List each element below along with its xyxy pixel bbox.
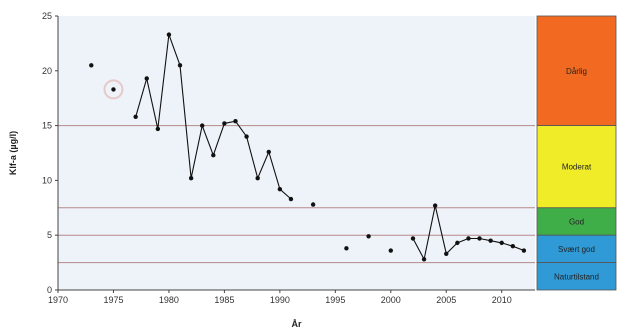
x-tick-label-7: 2005 — [436, 295, 456, 305]
data-point-3 — [166, 32, 172, 37]
y-tick-label-2: 10 — [42, 175, 52, 185]
y-tick-labels: 0 5 10 15 20 25 — [42, 11, 58, 295]
data-point-6 — [200, 123, 205, 128]
data-point-25 — [521, 248, 527, 253]
data-point-15 — [410, 236, 416, 241]
status-class-4 — [536, 262, 617, 291]
status-class-0 — [536, 15, 617, 126]
data-point-0 — [133, 114, 138, 120]
y-tick-label-4: 20 — [42, 66, 52, 76]
data-point-1 — [144, 76, 149, 81]
status-class-2 — [536, 207, 617, 236]
status-class-label-4: Naturtilstand — [554, 272, 599, 281]
y-axis-title: Klf-a (µg/l) — [8, 131, 18, 175]
halo-ring — [103, 79, 124, 100]
status-class-label-0: Dårlig — [566, 67, 587, 76]
data-point-17 — [432, 203, 438, 208]
y-tick-label-1: 5 — [47, 230, 52, 240]
data-point-23 — [499, 240, 504, 246]
x-tick-label-0: 1970 — [48, 295, 68, 305]
x-axis-title: År — [291, 319, 301, 329]
data-point-31 — [388, 248, 393, 253]
series-points — [89, 32, 527, 262]
data-point-20 — [466, 236, 471, 241]
x-tick-label-8: 2010 — [492, 295, 512, 305]
data-point-10 — [244, 134, 249, 139]
x-tick-label-6: 2000 — [381, 295, 401, 305]
data-point-26 — [89, 63, 94, 68]
data-point-12 — [266, 149, 271, 155]
data-point-29 — [344, 246, 349, 251]
class-boundaries — [58, 125, 535, 264]
data-point-22 — [488, 238, 493, 243]
status-class-bar: Dårlig Moderat God Svært god Naturtilstand — [536, 15, 617, 291]
data-point-18 — [444, 251, 449, 257]
y-tick-label-3: 15 — [42, 121, 52, 131]
data-point-28 — [310, 202, 316, 207]
y-tick-label-5: 25 — [42, 11, 52, 21]
data-point-14 — [288, 196, 294, 202]
status-class-1 — [536, 125, 617, 209]
data-point-2 — [155, 126, 161, 132]
data-point-27 — [111, 87, 116, 92]
data-point-16 — [421, 257, 427, 262]
x-tick-label-3: 1985 — [214, 295, 234, 305]
data-point-9 — [233, 119, 238, 124]
highlight-halo — [103, 79, 124, 100]
data-point-21 — [477, 236, 482, 241]
x-tick-label-5: 1995 — [325, 295, 345, 305]
status-class-label-2: God — [569, 218, 584, 227]
x-tick-label-2: 1980 — [159, 295, 179, 305]
data-point-30 — [366, 234, 371, 239]
status-class-label-1: Moderat — [562, 163, 592, 172]
data-point-19 — [455, 240, 460, 246]
status-class-label-3: Svært god — [558, 245, 595, 254]
data-point-11 — [255, 176, 260, 181]
data-point-4 — [177, 63, 183, 68]
x-tick-labels: 1970 1975 1980 1985 1990 1995 2000 2005 2010 — [48, 290, 512, 305]
data-point-8 — [222, 121, 227, 126]
x-tick-label-4: 1990 — [270, 295, 290, 305]
data-point-13 — [277, 186, 283, 192]
data-point-7 — [211, 152, 216, 158]
plot-background — [58, 16, 535, 290]
y-tick-label-0: 0 — [47, 285, 52, 295]
x-tick-label-1: 1975 — [103, 295, 123, 305]
data-point-5 — [188, 176, 194, 181]
data-point-24 — [510, 243, 516, 249]
